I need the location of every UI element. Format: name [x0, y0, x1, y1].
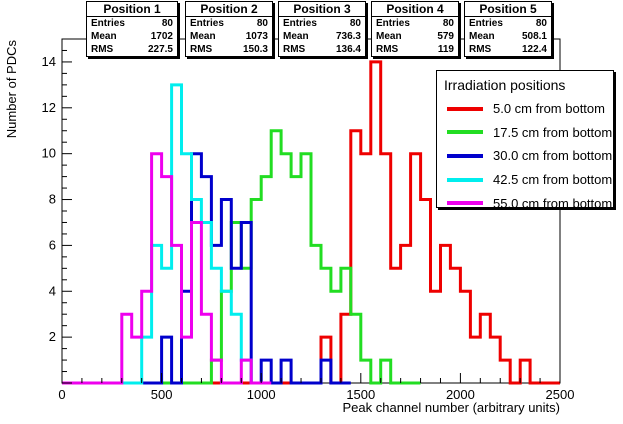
legend: Irradiation positions 5.0 cm from bottom…	[436, 70, 614, 211]
stat-label: RMS	[469, 44, 492, 55]
stat-value: 119	[437, 44, 454, 55]
legend-label: 42.5 cm from bottom	[493, 172, 613, 188]
stat-label: RMS	[91, 44, 114, 55]
legend-swatch	[447, 201, 483, 206]
histogram-series-4	[62, 83, 262, 385]
stat-label: Entries	[91, 18, 125, 29]
legend-label: 5.0 cm from bottom	[493, 101, 605, 117]
stat-box-5: Position 5 Entries 80 Mean 508.1 RMS 122.4	[464, 1, 552, 57]
y-tick-label: 2	[49, 329, 56, 344]
stat-row-rms: RMS 227.5	[87, 43, 177, 56]
x-axis-label: Peak channel number (arbitrary units)	[343, 400, 561, 415]
stat-value: 150.3	[242, 44, 268, 55]
legend-item: 30.0 cm from bottom	[437, 144, 613, 168]
y-tick-label: 10	[42, 146, 56, 161]
stat-label: Entries	[190, 18, 224, 29]
x-tick-label: 1000	[247, 387, 276, 402]
stat-label: RMS	[283, 44, 306, 55]
legend-label: 17.5 cm from bottom	[493, 124, 613, 140]
stat-box-title: Position 4	[372, 2, 458, 17]
y-tick-label: 6	[49, 237, 56, 252]
legend-swatch	[447, 153, 483, 158]
stat-row-entries: Entries 80	[465, 17, 551, 30]
legend-swatch	[447, 177, 483, 182]
legend-item: 42.5 cm from bottom	[437, 168, 613, 192]
stat-value: 1073	[245, 31, 268, 42]
x-tick-label: 0	[58, 387, 65, 402]
stat-box-title: Position 3	[279, 2, 365, 17]
stat-value: 80	[442, 18, 454, 29]
stat-box-3: Position 3 Entries 80 Mean 736.3 RMS 136.4	[278, 1, 366, 57]
stat-label: Entries	[283, 18, 317, 29]
histogram-series-2	[62, 129, 421, 385]
stat-row-mean: Mean 736.3	[279, 30, 365, 43]
stat-value: 579	[437, 31, 454, 42]
legend-title: Irradiation positions	[444, 77, 566, 93]
stat-label: Mean	[376, 31, 402, 42]
stat-row-entries: Entries 80	[372, 17, 458, 30]
stat-value: 508.1	[521, 31, 547, 42]
stat-box-2: Position 2 Entries 80 Mean 1073 RMS 150.3	[185, 1, 273, 57]
stat-row-rms: RMS 136.4	[279, 43, 365, 56]
stat-label: RMS	[376, 44, 399, 55]
stat-label: Mean	[283, 31, 309, 42]
y-tick-label: 4	[49, 283, 56, 298]
legend-swatch	[447, 130, 483, 135]
y-tick-label: 14	[42, 54, 56, 69]
y-tick-label: 12	[42, 100, 56, 115]
stat-value: 136.4	[335, 44, 361, 55]
stat-value: 80	[256, 18, 268, 29]
stat-row-mean: Mean 1073	[186, 30, 272, 43]
stat-row-mean: Mean 579	[372, 30, 458, 43]
stat-label: Entries	[376, 18, 410, 29]
legend-item: 5.0 cm from bottom	[437, 97, 613, 121]
stat-label: RMS	[190, 44, 213, 55]
stat-label: Mean	[469, 31, 495, 42]
series-layer	[62, 60, 560, 385]
y-tick-label: 8	[49, 192, 56, 207]
stat-row-entries: Entries 80	[186, 17, 272, 30]
stat-row-rms: RMS 119	[372, 43, 458, 56]
stat-value: 227.5	[147, 44, 173, 55]
stat-row-entries: Entries 80	[87, 17, 177, 30]
x-tick-label: 2000	[446, 387, 475, 402]
stat-value: 80	[161, 18, 173, 29]
x-tick-label: 2500	[546, 387, 575, 402]
stat-row-entries: Entries 80	[279, 17, 365, 30]
stat-label: Mean	[91, 31, 117, 42]
x-tick-label: 1500	[346, 387, 375, 402]
stat-box-title: Position 5	[465, 2, 551, 17]
legend-item: 17.5 cm from bottom	[437, 121, 613, 145]
stat-label: Mean	[190, 31, 216, 42]
axis-layer: 0 500 1000 1500 2000 2500 2 4 6 8 10 12 14	[42, 38, 575, 402]
stat-box-title: Position 2	[186, 2, 272, 17]
stat-box-title: Position 1	[87, 2, 177, 17]
stat-row-mean: Mean 1702	[87, 30, 177, 43]
stat-value: 80	[349, 18, 361, 29]
histogram-series-1	[62, 60, 560, 385]
stat-value: 736.3	[335, 31, 361, 42]
legend-label: 30.0 cm from bottom	[493, 148, 613, 164]
stat-value: 122.4	[521, 44, 547, 55]
legend-swatch	[447, 106, 483, 111]
stat-label: Entries	[469, 18, 503, 29]
stat-value: 1702	[150, 31, 173, 42]
stat-row-mean: Mean 508.1	[465, 30, 551, 43]
stat-row-rms: RMS 122.4	[465, 43, 551, 56]
stat-value: 80	[535, 18, 547, 29]
stat-box-4: Position 4 Entries 80 Mean 579 RMS 119	[371, 1, 459, 57]
x-tick-label: 500	[151, 387, 173, 402]
legend-item: 55.0 cm from bottom	[437, 191, 613, 215]
y-axis-label: Number of PDCs	[4, 40, 19, 139]
histogram-series-5	[62, 152, 272, 385]
stat-box-1: Position 1 Entries 80 Mean 1702 RMS 227.5	[86, 1, 178, 57]
stat-row-rms: RMS 150.3	[186, 43, 272, 56]
legend-label: 55.0 cm from bottom	[493, 195, 613, 211]
